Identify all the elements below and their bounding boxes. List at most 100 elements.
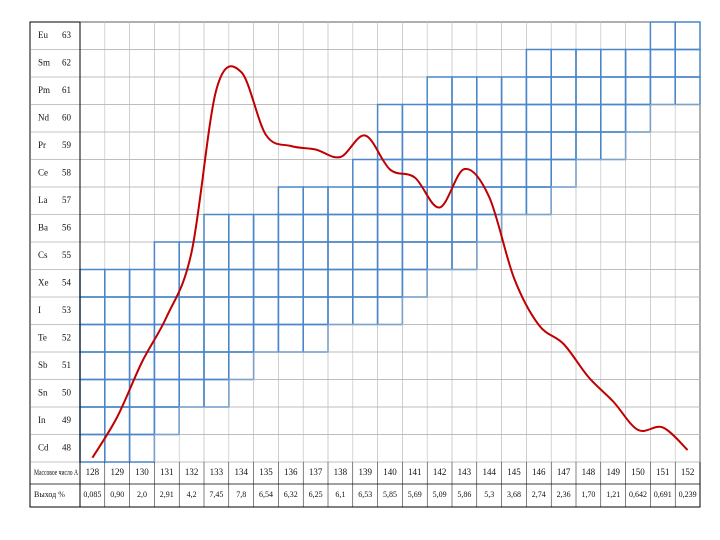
nuclide-cell	[203, 49, 230, 78]
mass-number: 139	[358, 467, 372, 477]
nuclide-cell	[203, 213, 230, 243]
nuclide-cell	[476, 406, 502, 435]
nuclide-cell	[550, 269, 577, 298]
nuclide-cell	[451, 379, 478, 408]
nuclide-cell	[625, 434, 651, 463]
nuclide-cell	[426, 158, 453, 188]
nuclide-cell	[501, 406, 527, 435]
nuclide-cell	[203, 323, 230, 353]
nuclide-cell	[327, 241, 354, 271]
nuclide-cell	[575, 76, 602, 106]
nuclide-cell	[79, 214, 106, 243]
nuclide-cell	[550, 103, 577, 133]
nuclide-cell	[476, 158, 503, 188]
nuclide-cell	[526, 214, 552, 243]
nuclide-cell	[451, 406, 478, 435]
nuclide-cell	[625, 21, 651, 50]
nuclide-cell	[104, 378, 131, 408]
nuclide-cell	[377, 351, 403, 380]
nuclide-cell	[624, 48, 652, 78]
nuclide-cell	[128, 296, 156, 326]
nuclide-cell	[451, 76, 478, 106]
nuclide-cell	[402, 324, 428, 353]
nuclide-cell	[600, 186, 626, 215]
nuclide-cell	[550, 21, 577, 50]
atomic-number: 51	[62, 360, 71, 370]
nuclide-cell	[154, 214, 180, 243]
mass-label: Массовое число A	[34, 468, 78, 477]
nuclide-cell	[476, 296, 502, 325]
nuclide-cell	[377, 76, 403, 105]
nuclide-cell	[426, 296, 453, 325]
nuclide-cell	[575, 186, 602, 215]
nuclide-cell	[178, 131, 205, 160]
nuclide-cell	[501, 296, 527, 325]
nuclide-cell	[327, 434, 354, 463]
nuclide-cell	[104, 76, 130, 105]
nuclide-cell	[476, 21, 502, 50]
nuclide-cell	[650, 296, 676, 325]
nuclide-cell	[575, 296, 602, 325]
nuclide-cell	[153, 241, 180, 271]
nuclide-cell	[625, 324, 651, 353]
nuclide-cell	[253, 21, 279, 50]
nuclide-cell	[154, 131, 180, 160]
nuclide-cell	[79, 296, 106, 326]
mass-number: 142	[433, 467, 447, 477]
nuclide-cell	[650, 186, 676, 215]
nuclide-cell	[79, 21, 106, 50]
nuclide-cell	[352, 268, 379, 298]
element-symbol: Pr	[38, 140, 46, 150]
nuclide-cell	[600, 269, 626, 298]
nuclide-cell	[377, 324, 403, 353]
nuclide-cell	[600, 434, 626, 463]
nuclide-cell	[377, 434, 403, 463]
nuclide-cell	[178, 323, 205, 353]
nuclide-cell	[352, 213, 379, 243]
nuclide-cell	[252, 213, 280, 243]
nuclide-cell	[650, 434, 676, 463]
nuclide-cell	[600, 103, 627, 133]
mass-number: 130	[135, 467, 149, 477]
nuclide-cell	[228, 104, 254, 133]
yield-value: 2,91	[160, 490, 174, 499]
nuclide-cell	[401, 186, 428, 216]
mass-number: 133	[210, 467, 224, 477]
nuclide-cell	[129, 186, 155, 215]
nuclide-cell	[228, 268, 255, 298]
yield-value: 2,74	[532, 490, 546, 499]
mass-number: 143	[458, 467, 472, 477]
yield-value: 2,0	[137, 490, 147, 499]
element-symbol: Xe	[38, 277, 49, 287]
nuclide-cell	[104, 104, 130, 133]
nuclide-cell	[153, 323, 180, 353]
nuclide-cell	[228, 406, 254, 435]
nuclide-cell	[377, 406, 403, 435]
nuclide-cell	[575, 324, 602, 353]
nuclide-cell	[129, 131, 155, 160]
atomic-number: 48	[62, 442, 72, 452]
nuclide-cell	[526, 269, 552, 298]
mass-number: 128	[86, 467, 100, 477]
nuclide-cell	[575, 21, 602, 50]
nuclide-cell	[376, 296, 404, 326]
element-symbol: In	[38, 415, 46, 425]
nuclide-cell	[302, 406, 329, 435]
nuclide-cell	[327, 159, 354, 188]
nuclide-cell	[153, 378, 180, 408]
nuclide-cell	[600, 324, 626, 353]
nuclide-cell	[228, 131, 254, 160]
yield-value: 6,25	[309, 490, 323, 499]
nuclide-cell	[277, 213, 304, 243]
nuclide-cell	[501, 434, 527, 463]
nuclide-cell	[352, 324, 378, 353]
nuclide-cell	[203, 406, 230, 435]
nuclide-cell	[402, 296, 428, 325]
nuclide-cell	[526, 406, 552, 435]
nuclide-cell	[650, 241, 676, 270]
nuclide-cell	[402, 49, 428, 78]
yield-value: 0,085	[83, 490, 101, 499]
nuclide-cell	[153, 351, 180, 381]
nuclide-cell	[178, 434, 205, 463]
